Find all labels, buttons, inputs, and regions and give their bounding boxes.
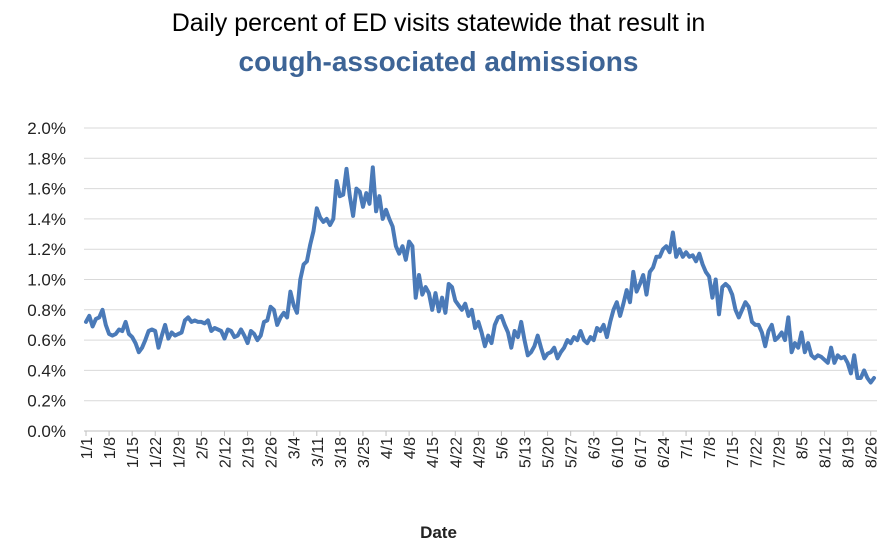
x-tick-label: 1/29 (171, 437, 188, 468)
x-tick-label: 3/11 (310, 437, 327, 467)
x-tick-label: 7/1 (679, 437, 696, 459)
x-tick-label: 5/6 (494, 437, 511, 459)
y-tick-label: 1.8% (27, 149, 66, 168)
x-tick-label: 4/22 (448, 437, 465, 468)
y-tick-label: 1.4% (27, 210, 66, 229)
x-tick-label: 2/26 (264, 437, 281, 468)
x-tick-label: 2/12 (217, 437, 234, 468)
x-tick-label: 3/25 (356, 437, 373, 468)
x-tick-label: 8/19 (841, 437, 858, 468)
y-tick-label: 1.2% (27, 240, 66, 259)
x-tick-label: 5/27 (564, 437, 581, 468)
x-tick-label: 2/19 (241, 437, 258, 468)
x-tick-label: 7/29 (771, 437, 788, 468)
x-tick-label: 2/5 (194, 437, 211, 459)
y-tick-label: 1.6% (27, 180, 66, 199)
x-tick-label: 4/29 (471, 437, 488, 468)
x-tick-label: 7/8 (702, 437, 719, 459)
series-line (84, 165, 876, 385)
y-tick-label: 0.0% (27, 422, 66, 441)
x-tick-label: 8/26 (864, 437, 877, 468)
x-tick-label: 8/5 (794, 437, 811, 459)
x-tick-label: 7/22 (748, 437, 765, 468)
y-tick-label: 1.0% (27, 271, 66, 290)
x-tick-label: 4/1 (379, 437, 396, 459)
x-tick-label: 1/1 (79, 437, 96, 459)
x-tick-label: 3/18 (333, 437, 350, 468)
x-tick-label: 4/8 (402, 437, 419, 459)
y-tick-label: 0.2% (27, 392, 66, 411)
x-tick-label: 1/15 (125, 437, 142, 468)
x-tick-label: 6/17 (633, 437, 650, 468)
x-tick-label: 6/3 (587, 437, 604, 459)
x-tick-label: 1/8 (102, 437, 119, 459)
y-tick-label: 0.6% (27, 331, 66, 350)
x-tick-label: 6/10 (610, 437, 627, 468)
x-tick-label: 5/20 (541, 437, 558, 468)
x-tick-label: 5/13 (518, 437, 535, 468)
x-tick-label: 6/24 (656, 437, 673, 468)
x-tick-label: 4/15 (425, 437, 442, 468)
x-tick-label: 8/12 (818, 437, 835, 468)
x-tick-label: 7/15 (725, 437, 742, 468)
x-axis-label: Date (420, 523, 457, 542)
x-tick-label: 1/22 (148, 437, 165, 468)
chart-title-highlight: cough-associated admissions (238, 46, 639, 77)
chart-title: Daily percent of ED visits statewide tha… (171, 9, 706, 37)
y-tick-label: 2.0% (27, 119, 66, 138)
y-tick-label: 0.4% (27, 361, 66, 380)
y-tick-label: 0.8% (27, 301, 66, 320)
x-tick-label: 3/4 (287, 437, 304, 459)
